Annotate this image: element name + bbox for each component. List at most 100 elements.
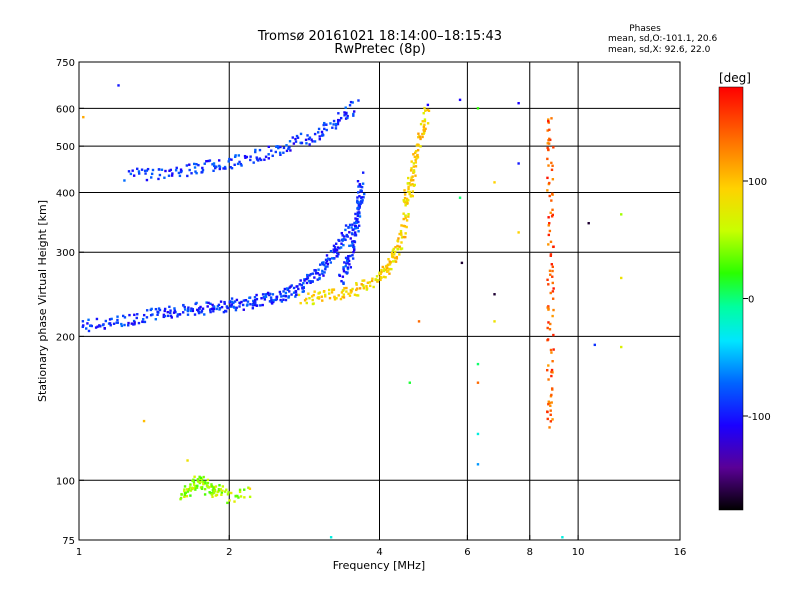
data-point	[357, 99, 360, 102]
data-point	[403, 225, 407, 228]
data-point	[408, 190, 411, 194]
data-point	[210, 483, 213, 486]
data-point	[322, 261, 325, 264]
data-point	[407, 199, 410, 202]
data-point	[393, 253, 396, 256]
data-point	[238, 160, 241, 164]
data-point	[460, 261, 464, 265]
data-point	[225, 488, 228, 491]
data-point	[264, 293, 267, 296]
data-point	[400, 241, 403, 244]
data-point	[340, 291, 344, 294]
data-point	[212, 307, 216, 311]
data-point	[552, 287, 555, 290]
data-point	[551, 314, 554, 318]
data-point	[340, 279, 343, 283]
data-point	[550, 368, 554, 372]
data-point	[415, 157, 418, 160]
data-point	[278, 290, 282, 294]
data-point	[348, 244, 351, 248]
data-point	[192, 478, 195, 481]
data-point	[400, 236, 404, 239]
data-point	[287, 295, 291, 298]
data-point	[421, 132, 424, 136]
data-point	[189, 494, 192, 497]
data-point	[333, 246, 337, 249]
data-point	[209, 309, 212, 312]
data-point	[211, 303, 214, 307]
data-point	[205, 160, 208, 163]
data-point	[282, 290, 285, 293]
data-point	[233, 306, 236, 309]
data-point	[143, 169, 147, 173]
data-point	[323, 121, 326, 125]
data-point	[414, 161, 418, 164]
data-point	[390, 267, 393, 271]
data-point	[400, 247, 404, 250]
data-point	[546, 176, 549, 180]
data-point	[259, 158, 263, 162]
data-point	[403, 193, 407, 196]
data-point	[350, 232, 354, 235]
data-point	[332, 119, 336, 123]
data-point	[287, 147, 290, 150]
data-point	[547, 139, 550, 142]
data-point	[394, 246, 397, 249]
data-point	[253, 303, 257, 307]
data-point	[238, 488, 242, 492]
data-point	[344, 264, 347, 268]
data-point	[356, 196, 359, 199]
data-point	[356, 191, 360, 194]
data-point	[305, 301, 308, 305]
data-point	[103, 327, 106, 330]
data-point	[398, 245, 401, 248]
data-point	[218, 167, 222, 171]
data-point	[169, 309, 172, 312]
data-point	[132, 323, 135, 326]
colorbar-tick-label: -100	[748, 412, 771, 423]
x-tick-label: 10	[572, 547, 585, 558]
data-point	[123, 323, 126, 327]
data-point	[236, 494, 239, 498]
data-point	[258, 148, 262, 152]
data-point	[243, 496, 246, 499]
data-point	[344, 228, 347, 232]
data-point	[547, 121, 550, 124]
data-point	[244, 299, 247, 302]
data-point	[423, 119, 427, 123]
data-point	[267, 145, 270, 149]
data-point	[233, 163, 236, 166]
data-point	[230, 303, 234, 306]
data-point	[381, 265, 384, 269]
data-point	[402, 199, 406, 202]
data-point	[396, 240, 400, 243]
data-point	[404, 204, 407, 207]
data-point	[154, 307, 158, 311]
data-point	[178, 313, 182, 316]
data-point	[417, 132, 420, 135]
data-point	[249, 303, 252, 306]
data-point	[296, 136, 300, 139]
y-tick-label: 600	[56, 104, 75, 115]
data-point	[339, 116, 343, 120]
data-point	[200, 309, 204, 313]
data-point	[549, 322, 552, 326]
data-point	[414, 151, 417, 154]
data-point	[316, 272, 320, 275]
y-tick-label: 100	[56, 476, 75, 487]
data-point	[552, 308, 555, 312]
data-point	[548, 401, 551, 405]
data-point	[334, 242, 338, 245]
data-point	[368, 281, 372, 284]
data-point	[340, 231, 344, 235]
data-point	[412, 178, 415, 182]
data-point	[197, 163, 200, 167]
data-point	[194, 484, 197, 488]
data-point	[218, 484, 221, 487]
data-point	[422, 112, 425, 115]
data-point	[423, 118, 427, 121]
data-point	[202, 480, 205, 484]
data-point	[195, 162, 198, 166]
data-point	[186, 490, 190, 493]
data-point	[270, 298, 273, 302]
